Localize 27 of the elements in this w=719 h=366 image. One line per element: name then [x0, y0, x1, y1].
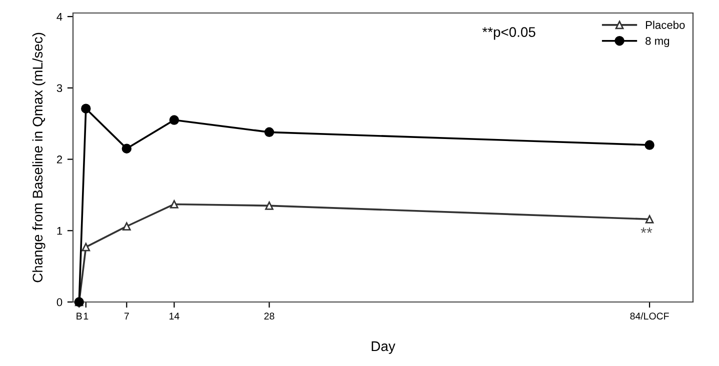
y-tick-label: 0	[56, 298, 62, 306]
y-tick-label: 1	[57, 227, 62, 235]
legend-label: Placebo	[646, 20, 685, 29]
point	[82, 242, 90, 252]
y-tick-label: 3	[56, 84, 62, 92]
y-tick-label: 2	[56, 156, 62, 164]
point	[645, 215, 654, 224]
x-tick-label: 84/LOCF	[630, 312, 669, 320]
x-tick-label: 14	[170, 312, 180, 320]
point	[644, 140, 654, 150]
point	[264, 127, 274, 138]
point	[170, 200, 178, 208]
annotation: **p<0.05	[482, 27, 536, 40]
legend-label: 8 mg	[646, 36, 670, 48]
point	[265, 202, 274, 210]
x-tick-label: 7	[124, 312, 129, 320]
y-axis-title: Change from Baseline in Qmax (mL/sec)	[32, 32, 46, 282]
x-tick-label: 1	[84, 312, 88, 320]
point	[81, 104, 91, 114]
annotation: **	[640, 228, 652, 233]
point	[169, 115, 180, 125]
point	[122, 222, 131, 231]
x-tick-label: 28	[264, 312, 274, 320]
x-tick-label: B	[76, 312, 82, 320]
y-tick-label: 4	[56, 12, 62, 21]
point	[122, 144, 132, 154]
x-axis-title: Day	[372, 341, 396, 354]
